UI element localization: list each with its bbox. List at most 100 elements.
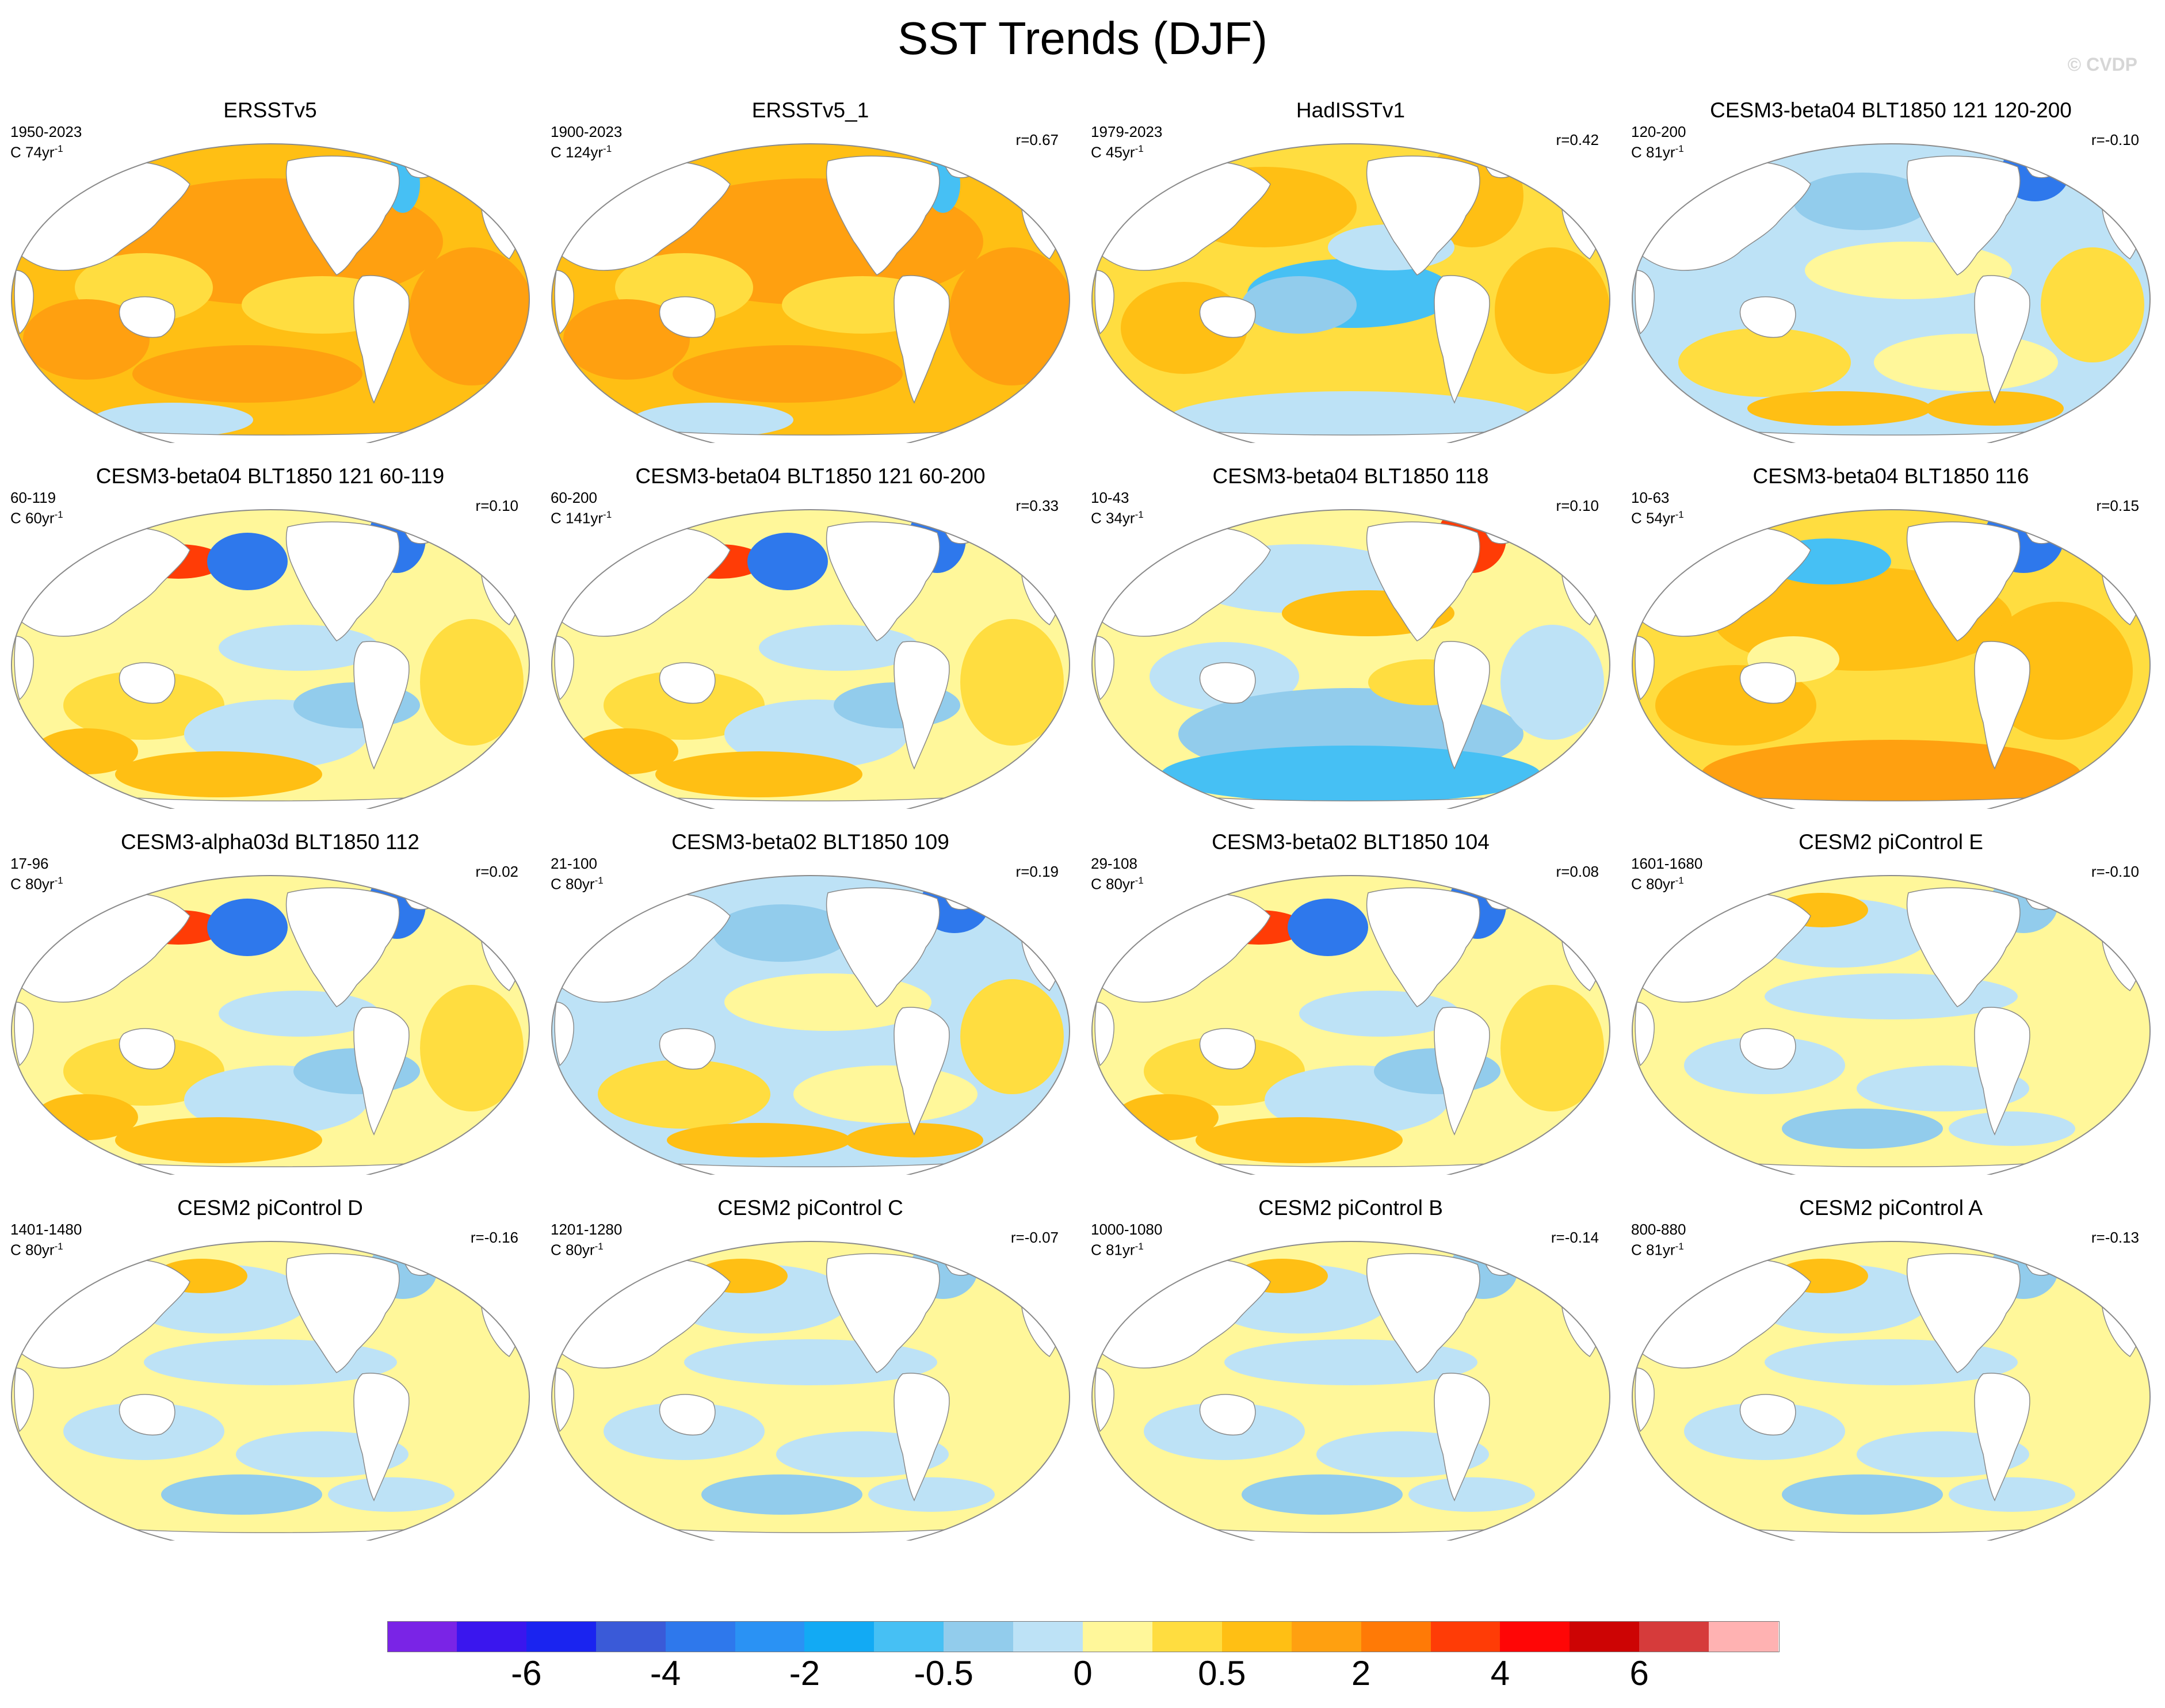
land-mass — [1434, 641, 1490, 770]
land-mass — [1906, 521, 2021, 641]
map-frame — [1091, 143, 1610, 443]
panel-title: CESM2 piControl C — [717, 1196, 903, 1220]
cvdp-watermark: © CVDP — [2067, 54, 2137, 75]
land-mass — [1366, 521, 1480, 641]
land-mass — [119, 1394, 175, 1436]
panel-period: 120-200 — [1631, 123, 1686, 140]
land-mass — [826, 1253, 940, 1373]
panel-title: CESM3-beta04 BLT1850 116 — [1752, 464, 2029, 488]
panel-trend-length: C 141yr-1 — [551, 509, 612, 527]
land-mass — [1434, 1007, 1490, 1136]
land-mass — [1366, 887, 1480, 1007]
panel-title: CESM3-beta02 BLT1850 104 — [1212, 830, 1490, 854]
trend-anomaly-region — [1782, 1109, 1943, 1149]
colorbar-tick-label: -4 — [650, 1654, 681, 1692]
trend-anomaly-region — [960, 1345, 1064, 1472]
land-mass — [14, 1367, 34, 1432]
trend-anomaly-region — [655, 751, 862, 797]
land-mass — [1635, 1002, 1655, 1067]
trend-anomaly-region — [868, 1477, 995, 1512]
trend-anomaly-region — [132, 345, 362, 403]
panel-title: CESM3-beta04 BLT1850 121 120-200 — [1710, 98, 2072, 122]
land-mass — [1739, 1394, 1796, 1436]
trend-anomaly-region — [701, 1474, 862, 1515]
land-mass — [894, 1007, 950, 1136]
colorbar-swatch — [456, 1621, 527, 1652]
colorbar-swatch — [595, 1621, 666, 1652]
land-mass — [353, 1007, 410, 1136]
panel-trend-length: C 81yr-1 — [1631, 1241, 1684, 1259]
colorbar-swatch — [1083, 1621, 1153, 1652]
panel-trend-length: C 80yr-1 — [10, 1241, 63, 1259]
panel-period: 60-200 — [551, 489, 597, 506]
sst-trend-map — [551, 509, 1070, 809]
land-mass — [1094, 1002, 1114, 1067]
panel-title: CESM3-beta04 BLT1850 118 — [1212, 464, 1489, 488]
trend-anomaly-region — [1161, 746, 1541, 803]
map-panel: CESM3-beta04 BLT1850 121 60-200 60-200 C 1… — [540, 464, 1080, 809]
sst-trend-map — [11, 1241, 530, 1541]
sst-trend-map — [1632, 1241, 2151, 1541]
land-mass — [826, 887, 940, 1007]
trend-anomaly-region — [1408, 1477, 1535, 1512]
land-mass — [1199, 662, 1256, 704]
land-mass — [1906, 1253, 2021, 1373]
land-mass — [1635, 636, 1655, 701]
colorbar-swatch — [1500, 1621, 1570, 1652]
panel-trend-length: C 81yr-1 — [1631, 143, 1684, 161]
land-mass — [119, 1028, 175, 1070]
trend-anomaly-region — [23, 299, 150, 380]
colorbar-swatch — [1221, 1621, 1292, 1652]
trend-anomaly-region — [2041, 979, 2144, 1106]
map-frame — [11, 143, 530, 443]
land-mass — [554, 1367, 574, 1432]
panel-period: 21-100 — [551, 855, 597, 872]
trend-anomaly-region — [1782, 1474, 1943, 1515]
sst-trend-map — [11, 143, 530, 443]
land-mass — [1906, 155, 2021, 276]
panel-title: CESM2 piControl D — [177, 1196, 363, 1220]
map-frame — [11, 509, 530, 809]
colorbar-swatch — [526, 1621, 597, 1652]
land-mass — [14, 270, 34, 335]
land-mass — [353, 641, 410, 770]
panel-period: 10-63 — [1631, 489, 1670, 506]
panel-period: 1950-2023 — [10, 123, 82, 140]
panel-pattern-correlation: r=0.10 — [475, 497, 518, 514]
trend-anomaly-region — [63, 1037, 224, 1106]
land-mass — [894, 275, 950, 404]
colorbar-swatch — [665, 1621, 735, 1652]
panel-trend-length: C 74yr-1 — [10, 143, 63, 161]
map-panel: CESM2 piControl D 1401-1480 C 80yr-1 r=-0.1… — [0, 1195, 540, 1541]
colorbar-tick-label: 6 — [1629, 1654, 1649, 1692]
colorbar-tick-label: -2 — [789, 1654, 820, 1692]
colorbar-tick-label: -0.5 — [914, 1654, 973, 1692]
colorbar-swatch — [944, 1621, 1014, 1652]
map-panel: ERSSTv5_1 1900-2023 C 124yr-1 r=0.67 — [540, 98, 1080, 443]
sst-trend-map — [1632, 143, 2151, 443]
land-mass — [894, 1373, 950, 1501]
sst-trend-map — [1091, 875, 1610, 1175]
land-mass — [285, 521, 400, 641]
colorbar-tick-label: 0 — [1073, 1654, 1093, 1692]
trend-anomaly-region — [1500, 985, 1604, 1111]
colorbar-tick-label: 4 — [1490, 1654, 1510, 1692]
land-mass — [1739, 1028, 1796, 1070]
map-panel: HadISSTv1 1979-2023 C 45yr-1 r=0.42 — [1080, 98, 1621, 443]
panel-period: 1000-1080 — [1091, 1221, 1163, 1238]
trend-anomaly-region — [673, 345, 903, 403]
map-frame — [551, 875, 1070, 1175]
trend-anomaly-region — [207, 899, 288, 956]
land-mass — [353, 275, 410, 404]
land-mass — [659, 296, 716, 338]
land-mass — [285, 155, 400, 276]
sst-trend-map — [11, 875, 530, 1175]
trend-anomaly-region — [1949, 1477, 2075, 1512]
land-mass — [119, 662, 175, 704]
panel-title: CESM3-beta04 BLT1850 121 60-200 — [635, 464, 986, 488]
panel-title: HadISSTv1 — [1296, 98, 1406, 122]
sst-trend-map — [551, 1241, 1070, 1541]
panel-trend-length: C 81yr-1 — [1091, 1241, 1144, 1259]
map-panel: ERSSTv5 1950-2023 C 74yr-1 — [0, 98, 540, 443]
panel-trend-length: C 45yr-1 — [1091, 143, 1144, 161]
